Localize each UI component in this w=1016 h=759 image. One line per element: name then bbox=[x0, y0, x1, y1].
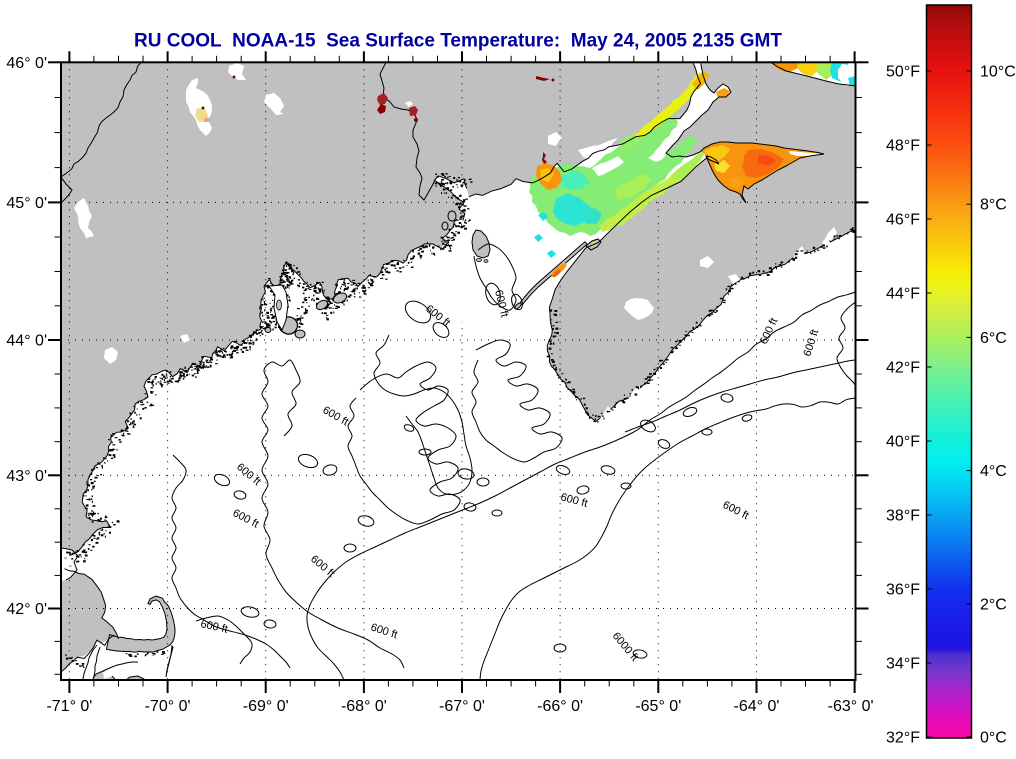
svg-text:42°F: 42°F bbox=[886, 360, 920, 377]
svg-text:36°F: 36°F bbox=[886, 582, 920, 599]
svg-text:42° 0': 42° 0' bbox=[6, 601, 47, 618]
svg-text:0°C: 0°C bbox=[980, 730, 1007, 747]
svg-text:44°F: 44°F bbox=[886, 286, 920, 303]
svg-text:-71° 0': -71° 0' bbox=[46, 698, 92, 715]
svg-text:600 ft: 600 ft bbox=[199, 618, 228, 635]
svg-text:-65° 0': -65° 0' bbox=[635, 698, 681, 715]
svg-text:8°C: 8°C bbox=[980, 197, 1007, 214]
svg-text:-70° 0': -70° 0' bbox=[145, 698, 191, 715]
svg-text:46° 0': 46° 0' bbox=[6, 55, 47, 72]
svg-text:2°C: 2°C bbox=[980, 596, 1007, 613]
svg-text:40°F: 40°F bbox=[886, 434, 920, 451]
svg-text:-69° 0': -69° 0' bbox=[243, 698, 289, 715]
svg-text:-64° 0': -64° 0' bbox=[734, 698, 780, 715]
svg-text:4°C: 4°C bbox=[980, 463, 1007, 480]
svg-text:43° 0': 43° 0' bbox=[6, 468, 47, 485]
svg-text:10°C: 10°C bbox=[980, 64, 1016, 81]
svg-text:45° 0': 45° 0' bbox=[6, 195, 47, 212]
svg-text:38°F: 38°F bbox=[886, 508, 920, 525]
svg-text:-67° 0': -67° 0' bbox=[439, 698, 485, 715]
svg-text:46°F: 46°F bbox=[886, 212, 920, 229]
svg-text:-68° 0': -68° 0' bbox=[341, 698, 387, 715]
svg-text:44° 0': 44° 0' bbox=[6, 333, 47, 350]
svg-text:RU COOL NOAA-15 Sea Surface: RU COOL NOAA-15 Sea Surface Temperature:… bbox=[134, 31, 782, 52]
svg-text:34°F: 34°F bbox=[886, 656, 920, 673]
svg-text:48°F: 48°F bbox=[886, 138, 920, 155]
svg-text:6°C: 6°C bbox=[980, 330, 1007, 347]
svg-text:-63° 0': -63° 0' bbox=[828, 698, 874, 715]
svg-text:32°F: 32°F bbox=[886, 730, 920, 747]
svg-text:-66° 0': -66° 0' bbox=[537, 698, 583, 715]
svg-text:50°F: 50°F bbox=[886, 64, 920, 81]
